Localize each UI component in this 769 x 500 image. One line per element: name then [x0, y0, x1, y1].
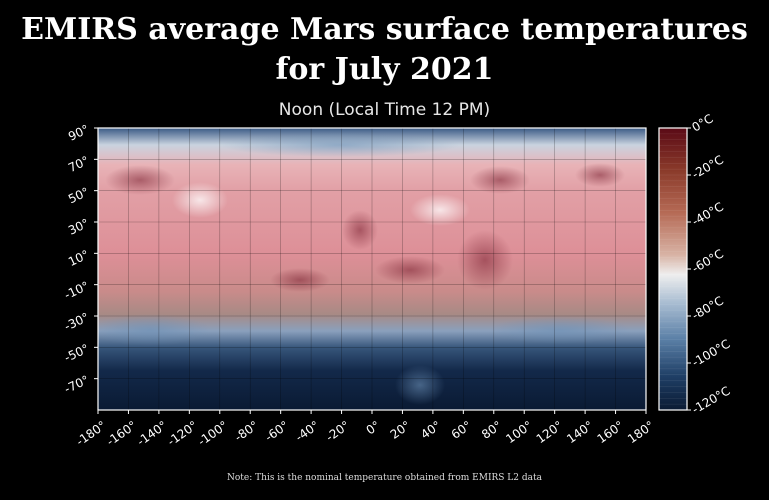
latitude-axis: 90° 70° 50° 30° 10° -10° -30° -50° -70°	[62, 122, 98, 396]
colorbar-tick-label: -80°C	[690, 293, 726, 322]
lat-tick-label: -50°	[62, 341, 91, 365]
lon-tick-label: -100°	[195, 418, 230, 449]
lon-tick-label: -40°	[293, 418, 322, 444]
lat-tick-label: 30°	[66, 216, 91, 238]
longitude-axis: -180°-160°-140°-120°-100° -80° -60° -40° -20…	[74, 410, 657, 449]
lon-tick-label: -60°	[262, 418, 291, 444]
lon-tick-label: 40°	[418, 418, 443, 442]
lat-tick-label: 70°	[66, 153, 91, 175]
lat-tick-label: -70°	[62, 373, 91, 397]
title-line-1: EMIRS average Mars surface temperatures	[21, 12, 748, 47]
lon-tick-label: -20°	[323, 418, 352, 444]
lat-tick-label: -30°	[62, 310, 91, 334]
lon-tick-label: 140°	[564, 418, 596, 446]
lon-tick-label: 160°	[595, 418, 627, 446]
colorbar-tick-label: -120°C	[690, 384, 733, 417]
lat-tick-label: 10°	[66, 247, 91, 269]
colorbar-axis: 0°C -20°C -40°C -60°C -80°C -100°C -120°C	[687, 111, 733, 417]
colorbar	[659, 128, 687, 410]
colorbar-tick-label: -60°C	[690, 246, 726, 275]
lon-tick-label: 120°	[534, 418, 566, 446]
title-line-2: for July 2021	[275, 52, 494, 87]
lat-tick-label: 90°	[66, 122, 91, 144]
lat-tick-label: 50°	[66, 185, 91, 207]
colorbar-tick-label: 0°C	[690, 111, 716, 134]
lon-tick-label: -120°	[165, 418, 200, 449]
lon-tick-label: 60°	[449, 418, 474, 442]
colorbar-tick-label: -20°C	[690, 152, 726, 181]
colorbar-tick-label: -100°C	[690, 337, 733, 370]
lat-tick-label: -10°	[62, 279, 91, 303]
chart-title: EMIRS average Mars surface temperatures …	[0, 10, 769, 90]
lon-tick-label: -80°	[232, 418, 261, 444]
lon-tick-label: 0°	[364, 418, 383, 437]
lon-tick-label: -180°	[74, 418, 109, 449]
lon-tick-label: 180°	[625, 418, 657, 446]
map-grid	[98, 128, 646, 410]
colorbar-lines	[659, 133, 687, 405]
map-raster	[98, 128, 646, 410]
lon-tick-label: -140°	[134, 418, 169, 449]
footnote: Note: This is the nominal temperature ob…	[227, 473, 542, 483]
colorbar-tick-label: -40°C	[690, 199, 726, 228]
lon-tick-label: 80°	[479, 418, 504, 442]
lon-tick-label: 100°	[503, 418, 535, 446]
lon-tick-label: -160°	[104, 418, 139, 449]
lon-tick-label: 20°	[388, 418, 413, 442]
chart-subtitle: Noon (Local Time 12 PM)	[278, 100, 491, 120]
